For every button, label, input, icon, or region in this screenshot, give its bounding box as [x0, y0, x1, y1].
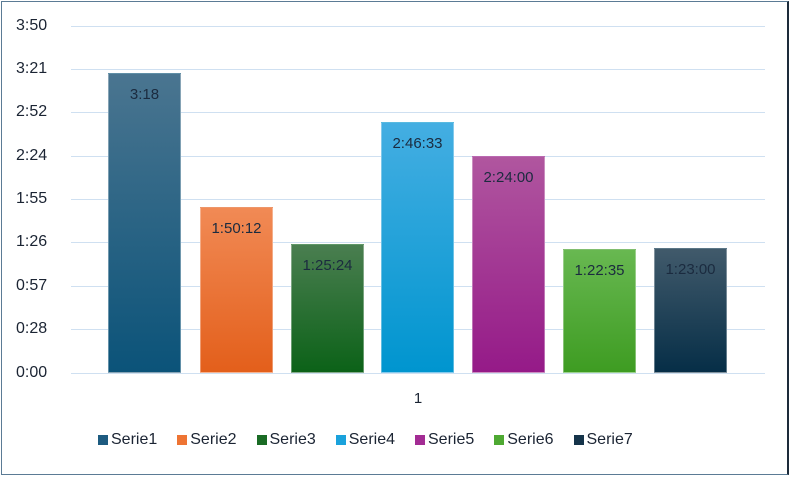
legend-swatch-icon [177, 435, 188, 445]
y-tick: 3:21 [16, 60, 48, 77]
legend-swatch-icon [415, 435, 425, 445]
legend-item-serie3[interactable]: Serie3 [256, 431, 316, 449]
y-tick: 1:55 [16, 190, 48, 207]
bar-serie1[interactable]: 3:18 [108, 73, 181, 373]
y-tick: 0:57 [16, 277, 48, 294]
data-label: 1:25:24 [302, 257, 353, 274]
legend-label: Serie5 [428, 431, 475, 448]
legend-item-serie6[interactable]: Serie6 [494, 431, 554, 449]
legend-label: Serie3 [269, 431, 316, 448]
data-label: 3:18 [129, 86, 160, 103]
bar-serie2[interactable]: 1:50:12 [200, 207, 273, 373]
legend-swatch-icon [335, 435, 346, 445]
y-tick: 3:50 [16, 17, 48, 34]
y-tick: 2:24 [16, 147, 48, 164]
data-label: 2:24:00 [483, 169, 534, 186]
legend-swatch-icon [256, 435, 267, 445]
legend-item-serie1[interactable]: Serie1 [98, 431, 157, 449]
legend-label: Serie7 [586, 431, 633, 448]
y-tick: 0:00 [16, 364, 48, 381]
x-axis-line [71, 373, 765, 374]
gridline [71, 69, 765, 70]
legend-item-serie4[interactable]: Serie4 [335, 431, 395, 449]
gridline [71, 112, 765, 113]
x-category-label: 1 [413, 390, 423, 407]
legend-item-serie5[interactable]: Serie5 [415, 431, 474, 449]
legend-item-serie7[interactable]: Serie7 [573, 431, 633, 449]
data-label: 1:50:12 [211, 220, 262, 237]
bar-serie7[interactable]: 1:23:00 [654, 248, 727, 373]
legend-swatch-icon [494, 435, 505, 445]
data-label: 1:23:00 [665, 261, 716, 278]
legend-label: Serie6 [507, 431, 554, 448]
legend-item-serie2[interactable]: Serie2 [177, 431, 237, 449]
y-tick: 2:52 [16, 103, 48, 120]
bar-serie6[interactable]: 1:22:35 [563, 249, 636, 373]
gridline [71, 26, 765, 27]
data-label: 2:46:33 [392, 135, 443, 152]
y-tick: 1:26 [16, 233, 48, 250]
bar-serie4[interactable]: 2:46:33 [381, 122, 454, 373]
legend-label: Serie1 [111, 431, 158, 448]
bar-serie3[interactable]: 1:25:24 [291, 244, 364, 373]
legend: Serie1 Serie2 Serie3 Serie4 Serie5 Serie… [98, 430, 653, 450]
legend-swatch-icon [98, 435, 108, 445]
legend-label: Serie2 [190, 431, 237, 448]
legend-label: Serie4 [348, 431, 395, 448]
data-label: 1:22:35 [574, 262, 625, 279]
y-tick: 0:28 [16, 320, 48, 337]
legend-swatch-icon [573, 435, 584, 445]
bar-serie5[interactable]: 2:24:00 [472, 156, 545, 373]
